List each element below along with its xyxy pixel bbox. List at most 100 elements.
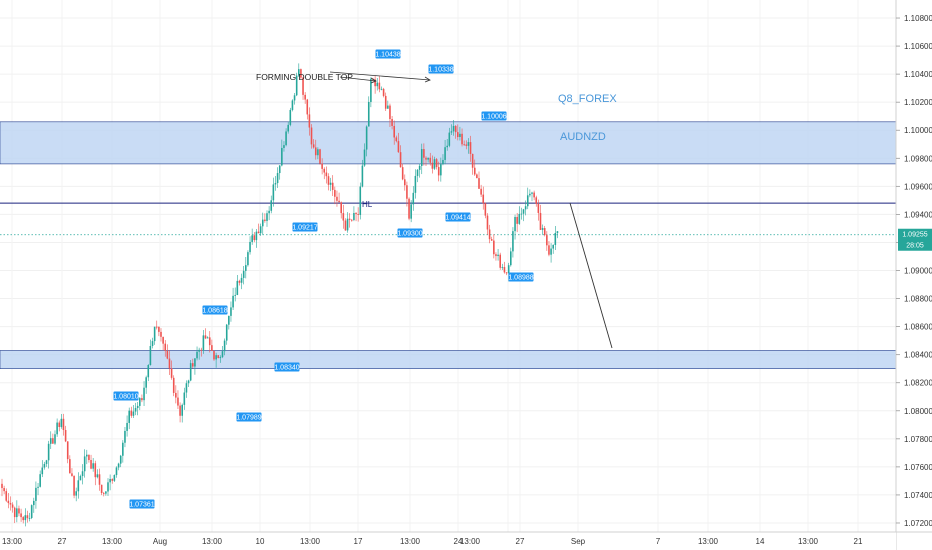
candle-body [391, 119, 393, 126]
candle-body [382, 88, 385, 96]
candle-body [155, 326, 158, 328]
candle-body [13, 507, 16, 518]
price-label-bg [397, 228, 423, 238]
candle-body [208, 337, 211, 346]
candle-body [452, 125, 455, 132]
candle-body [219, 357, 222, 359]
candle-body [88, 454, 90, 461]
candle-body [166, 350, 169, 359]
candle-body [259, 226, 262, 234]
candle-body [380, 88, 383, 90]
candle-body [454, 125, 457, 133]
candle-body [306, 99, 309, 115]
candle-body [314, 147, 317, 156]
candle-body [340, 202, 342, 214]
candle-body [516, 216, 518, 224]
x-tick-label: 13:00 [400, 537, 421, 546]
candle-body [291, 100, 294, 110]
candle-body [374, 79, 376, 87]
candle-body [270, 200, 273, 211]
y-axis[interactable]: 1.10800 1.10600 1.10400 1.10200 1.10000 1.098… [895, 0, 932, 550]
candle-body [172, 377, 175, 393]
current-price-tag: 1.09255 28:05 [898, 228, 932, 251]
candle-body [323, 168, 326, 173]
candle-body [52, 438, 54, 444]
price-label: 1.10006 [481, 114, 506, 121]
candle-body [181, 404, 183, 416]
candle-body [298, 69, 300, 76]
candle-body [414, 175, 417, 193]
resistance-zone[interactable] [0, 121, 897, 165]
candle-body [228, 315, 230, 325]
candle-body [425, 157, 427, 160]
price-label-bg [274, 362, 300, 372]
candle-body [198, 349, 200, 352]
candle-body [90, 460, 92, 469]
candle-body [257, 231, 260, 234]
candle-body [204, 335, 207, 339]
candle-body [336, 196, 338, 201]
x-tick-label: 14 [756, 537, 765, 546]
candle-body [94, 463, 97, 478]
candle-body [533, 192, 535, 198]
price-label-bg [236, 412, 262, 422]
candle-body [361, 165, 364, 187]
candle-body [160, 331, 162, 337]
candle-body [35, 487, 37, 501]
price-label-bg [375, 49, 401, 59]
chart-grid [0, 0, 896, 532]
candle-body [331, 182, 334, 190]
price-label: 1.09414 [445, 215, 470, 222]
candle-body [141, 398, 143, 401]
candle-body [66, 441, 69, 460]
candle-body [177, 397, 179, 406]
x-axis[interactable]: 13:00 27 13:00 Aug 13:00 10 13:00 17 13:00 2413:0… [0, 531, 932, 550]
candle-body [11, 504, 14, 508]
projection-line[interactable] [569, 202, 613, 349]
candle-body [531, 192, 533, 194]
candle-body [334, 189, 336, 197]
candle-body [92, 463, 94, 469]
candle-body [5, 491, 8, 501]
candle-body [293, 95, 296, 101]
price-label-bg [445, 212, 471, 222]
support-zone[interactable] [0, 350, 897, 369]
candle-body [105, 491, 107, 494]
candle-body [359, 186, 362, 215]
candle-body [514, 216, 516, 232]
candle-body [467, 142, 470, 146]
candle-body [510, 251, 512, 266]
candle-body [459, 133, 461, 137]
candle-body [302, 77, 304, 95]
candle-body [230, 307, 232, 316]
candle-body [128, 410, 130, 423]
candle-body [469, 142, 472, 154]
candle-body [253, 235, 256, 241]
annotation-arrow-1-head [370, 77, 377, 84]
candle-body [312, 144, 315, 148]
candle-body [423, 149, 425, 158]
price-label-bg [508, 272, 534, 282]
candle-body [238, 280, 241, 283]
candle-body [507, 265, 510, 274]
candle-body [158, 326, 160, 332]
price-label: 1.08340 [274, 365, 299, 372]
candle-body [119, 455, 122, 464]
candle-body [251, 235, 253, 242]
y-tick-label: 1.10600 [904, 42, 932, 51]
symbol-text: AUDNZD [560, 131, 606, 143]
candle-body [7, 500, 10, 504]
candle-body [236, 280, 239, 295]
candle-body [124, 430, 126, 443]
candle-body [264, 219, 266, 221]
candle-body [526, 195, 529, 207]
candle-body [77, 480, 80, 492]
candle-body [132, 411, 135, 416]
candle-body [295, 75, 298, 96]
candle-body [221, 351, 224, 358]
y-tick-label: 1.09000 [904, 267, 932, 276]
candle-body [43, 463, 46, 468]
candle-body [192, 363, 194, 367]
candle-body [548, 245, 550, 255]
